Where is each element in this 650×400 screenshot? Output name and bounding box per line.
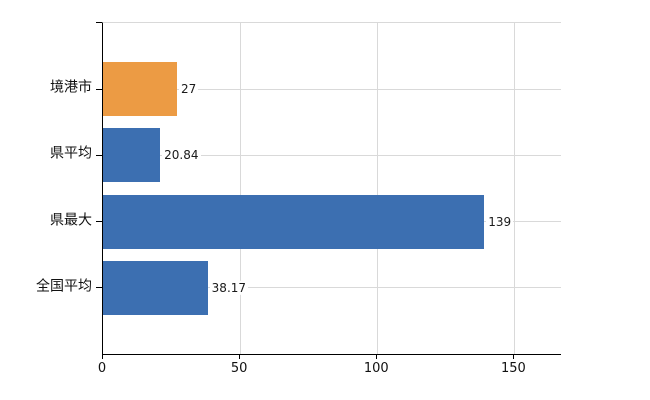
x-axis-tick [376, 354, 378, 359]
bar-value-label: 139 [486, 214, 514, 229]
plot-area: 27 20.84 139 38.17 [96, 22, 561, 355]
bar-value-label: 20.84 [162, 148, 201, 163]
axis-top-tick [96, 22, 102, 23]
x-axis-tick-label: 100 [363, 361, 389, 376]
x-axis-tick [102, 354, 103, 359]
x-axis-tick-label: 50 [230, 361, 248, 376]
category-label: 境港市 [50, 79, 92, 96]
horizontal-gridline [103, 287, 561, 289]
vertical-gridline [513, 23, 515, 354]
y-axis-tick [96, 221, 102, 223]
bar-value-label: 38.17 [209, 280, 249, 295]
category-label: 県最大 [50, 212, 92, 229]
y-axis-tick [96, 287, 102, 289]
bar [103, 62, 178, 117]
bar-value-label: 27 [179, 81, 199, 97]
horizontal-gridline [103, 154, 561, 156]
y-axis-tick [96, 154, 102, 156]
category-label: 全国平均 [36, 278, 92, 295]
x-axis-tick [513, 354, 515, 359]
horizontal-gridline [103, 88, 561, 90]
x-axis-tick-label: 0 [97, 361, 107, 376]
bar [103, 128, 161, 183]
x-axis-tick [239, 354, 241, 359]
category-label: 県平均 [50, 145, 92, 162]
bar [103, 260, 208, 315]
bar [103, 194, 485, 249]
vertical-gridline [239, 23, 241, 354]
x-axis-tick-label: 150 [500, 361, 526, 376]
y-axis-tick [96, 88, 102, 90]
vertical-gridline [376, 23, 378, 354]
